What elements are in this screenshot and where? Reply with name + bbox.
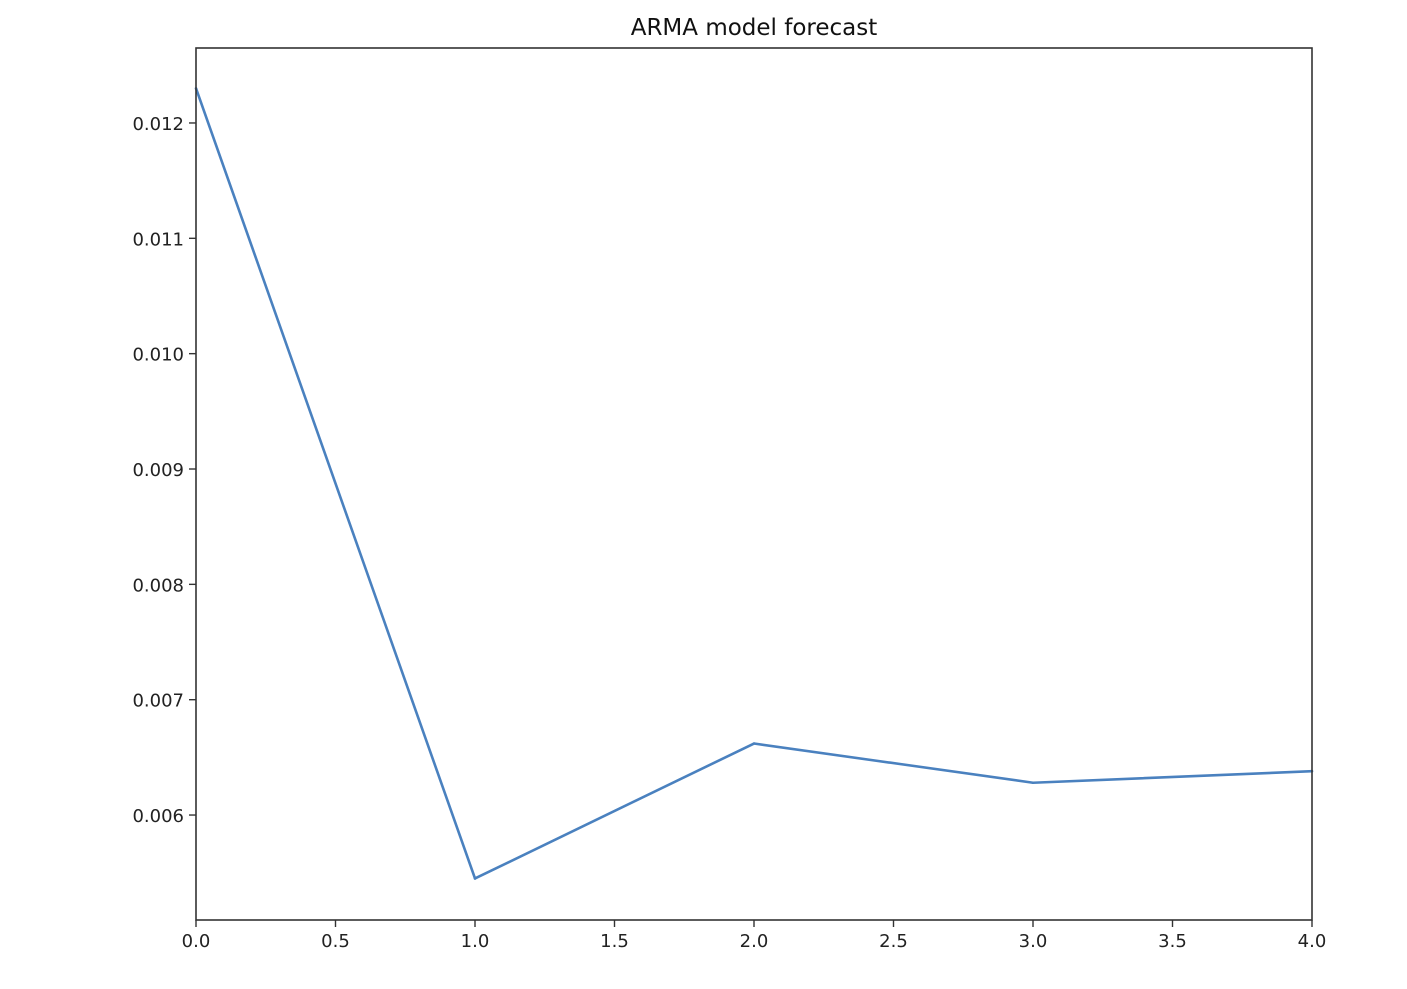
data-point	[473, 877, 477, 880]
y-tick-label: 0.010	[132, 345, 184, 366]
x-tick-label: 0.5	[321, 931, 350, 952]
y-tick-label: 0.012	[132, 114, 184, 135]
y-tick-label: 0.007	[132, 691, 184, 712]
plot-area-frame	[195, 47, 1313, 921]
data-point	[1031, 781, 1035, 785]
x-tick-label: 0.0	[182, 931, 211, 952]
x-tick-label: 3.5	[1158, 931, 1187, 952]
x-tick-label: 4.0	[1298, 931, 1327, 952]
x-axis: 0.0 0.5 1.0 1.5 2.0 2.5 3.0 3.5 4.0	[182, 920, 1327, 952]
y-axis: 0.006 0.007 0.008 0.009 0.010 0.011 0.012	[132, 114, 196, 827]
y-tick-label: 0.006	[132, 806, 184, 827]
y-tick-label: 0.008	[132, 575, 184, 596]
chart-title: ARMA model forecast	[631, 15, 878, 41]
x-tick-label: 2.5	[879, 931, 908, 952]
y-tick-label: 0.009	[132, 460, 184, 481]
y-tick-label: 0.011	[132, 229, 184, 250]
data-point	[752, 742, 756, 745]
x-tick-label: 1.5	[600, 931, 629, 952]
x-tick-label: 3.0	[1019, 931, 1048, 952]
x-tick-label: 2.0	[740, 931, 769, 952]
x-tick-label: 1.0	[461, 931, 490, 952]
